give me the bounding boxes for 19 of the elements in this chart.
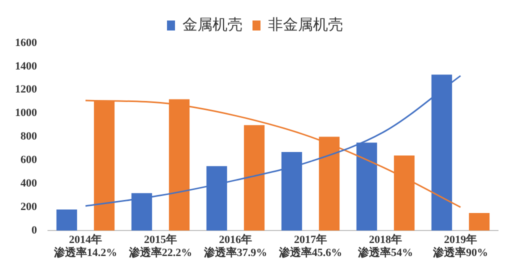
x-tick-label: 2015年渗透率22.2% [128,233,192,260]
y-tick-label: 400 [20,178,38,190]
y-tick-label: 800 [20,130,38,143]
x-tick-label: 2018年渗透率54% [357,233,413,260]
x-tick-label: 2017年渗透率45.6% [278,233,342,260]
bar [468,213,490,231]
y-tick-label: 1000 [15,107,38,120]
y-tick-label: 600 [20,154,38,166]
legend-label: 金属机壳 [182,15,242,34]
bar [56,209,78,231]
y-tick-label: 1600 [15,36,38,49]
x-tick-label: 2014年渗透率14.2% [52,233,118,260]
y-tick-label: 200 [20,200,38,213]
y-tick-label: 1200 [15,84,38,96]
x-tick-label: 2016年渗透率37.9% [202,233,268,260]
y-tick-label: 0 [32,224,38,236]
legend-label: 非金属机壳 [268,15,343,34]
x-tick-label: 2019年渗透率90% [432,233,488,260]
y-tick-label: 1400 [15,60,38,72]
